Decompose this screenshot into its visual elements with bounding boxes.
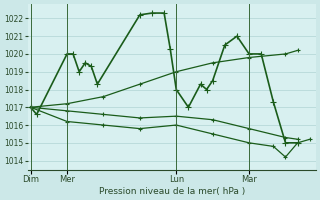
X-axis label: Pression niveau de la mer( hPa ): Pression niveau de la mer( hPa )	[99, 187, 245, 196]
